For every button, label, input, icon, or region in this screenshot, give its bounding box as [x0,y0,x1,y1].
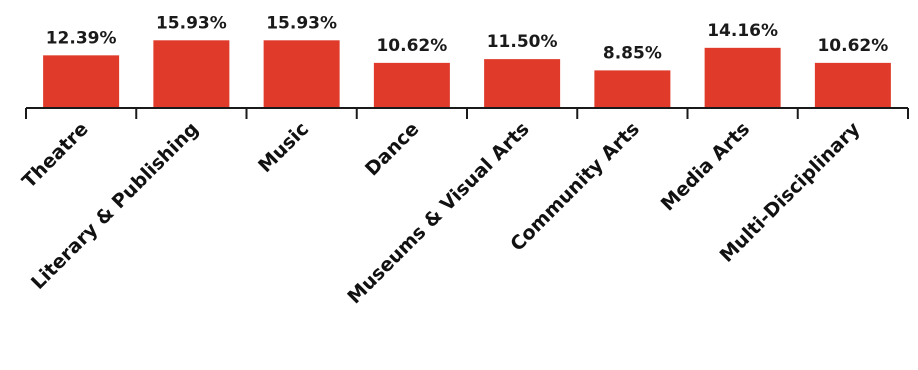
bar-value-label: 12.39% [46,28,117,48]
bar [704,47,781,108]
bar-value-label: 11.50% [487,32,558,52]
bar [43,55,120,108]
bar [153,40,230,108]
category-label: Media Arts [657,118,754,215]
bars-layer [43,40,891,108]
bar [484,59,561,108]
bar-value-label: 8.85% [603,43,662,63]
x-axis-ticks [25,108,909,119]
bar [263,40,340,108]
bar-value-label: 15.93% [266,13,337,33]
bar-value-label: 14.16% [707,21,778,41]
bar [814,62,891,108]
category-label: Dance [361,118,423,180]
category-label: Museums & Visual Arts [343,118,533,308]
category-label: Theatre [18,118,93,193]
bar-value-label: 15.93% [156,13,227,33]
category-label: Music [254,118,313,177]
bar-value-label: 10.62% [817,36,888,56]
value-labels-layer: 12.39% 15.93% 15.93% 10.62% 11.50% 8.85% 14.16… [46,13,889,63]
bar [373,62,450,108]
bar [594,70,671,108]
bar-value-label: 10.62% [376,36,447,56]
